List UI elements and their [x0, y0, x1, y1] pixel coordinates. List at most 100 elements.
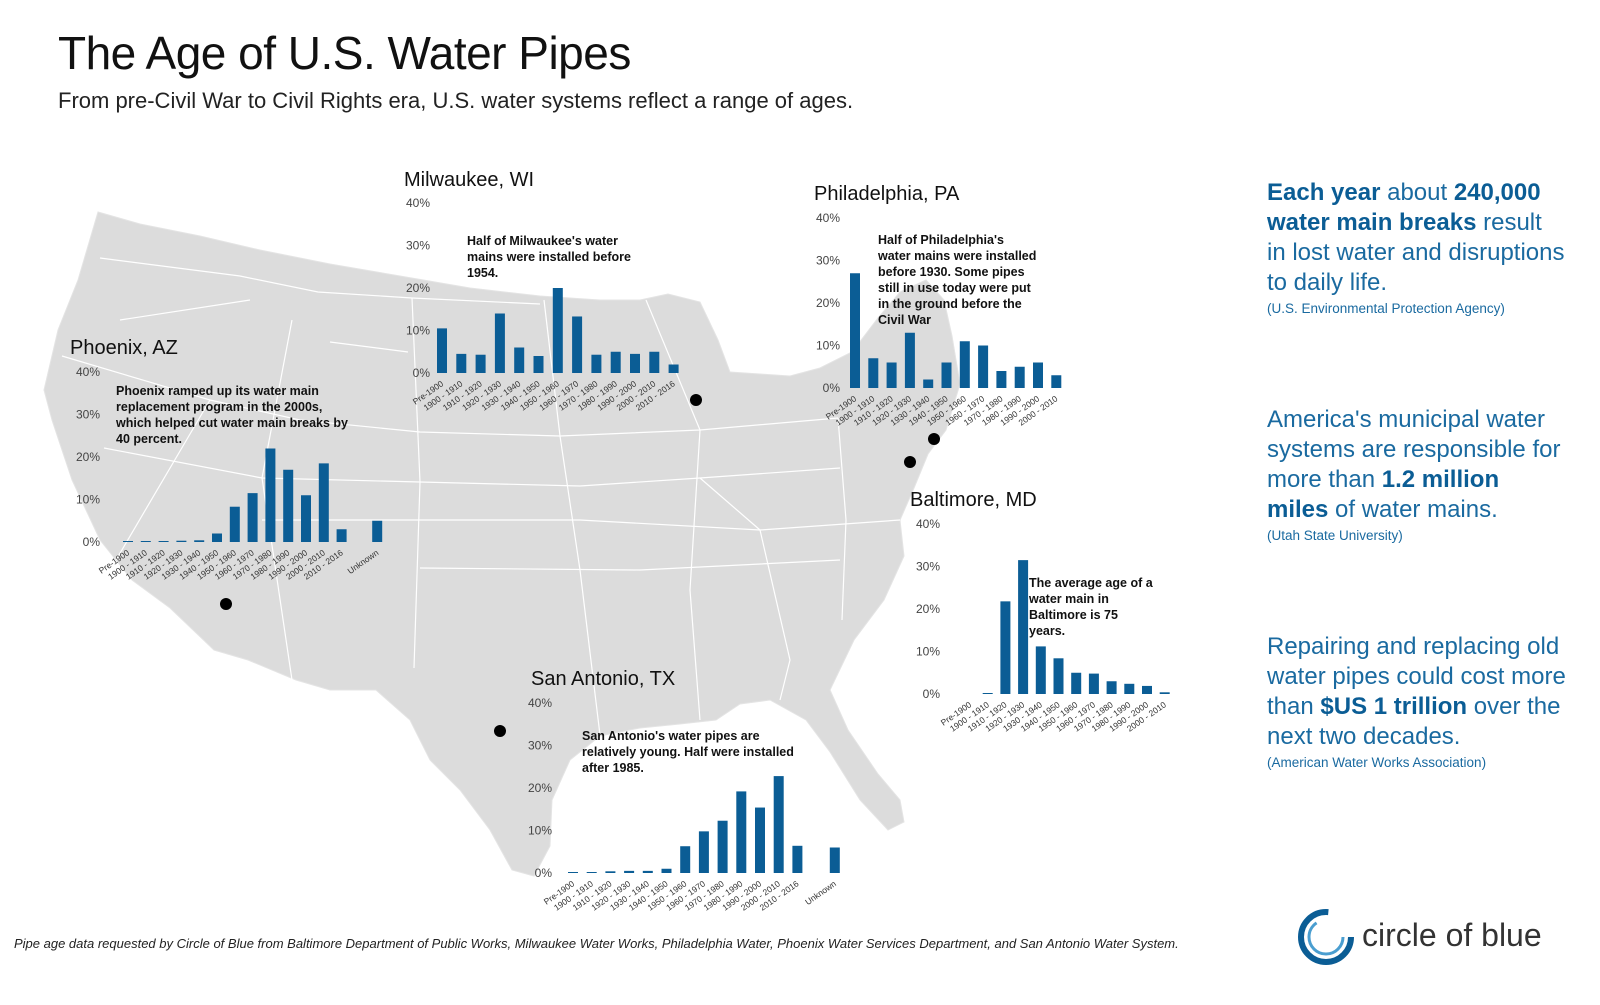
- phoenix-bar: [176, 540, 187, 542]
- baltimore-chart: Baltimore, MD0%10%20%30%40%Pre-19001900 …: [910, 489, 1170, 734]
- milwaukee-bar: [649, 351, 660, 373]
- phoenix-bar: [301, 495, 311, 542]
- philadelphia-bar: [1033, 362, 1043, 388]
- milwaukee-bar: [552, 288, 563, 373]
- stat-block-2: America's municipal water systems are re…: [1267, 405, 1567, 543]
- milwaukee-bar: [533, 356, 544, 373]
- milwaukee-y-tick: 10%: [406, 324, 430, 338]
- baltimore-bar: [1159, 692, 1170, 694]
- san-antonio-bar: [624, 870, 635, 873]
- phoenix-bar: [372, 520, 383, 542]
- baltimore-bar: [982, 693, 993, 694]
- phoenix-marker: [220, 598, 232, 610]
- stat-block-1: Each year about 240,000 water main break…: [1267, 178, 1567, 316]
- philadelphia-bar: [923, 379, 934, 388]
- us-map-shape: [43, 211, 961, 877]
- milwaukee-bar: [437, 328, 447, 373]
- philadelphia-bar: [886, 362, 897, 388]
- baltimore-y-tick: 30%: [916, 560, 940, 574]
- stat-source-2: (Utah State University): [1267, 528, 1403, 543]
- san-antonio-y-tick: 10%: [528, 824, 552, 838]
- san-antonio-chart: San Antonio, TX0%10%20%30%40%Pre-1900190…: [528, 668, 840, 913]
- phoenix-bar: [123, 541, 133, 542]
- milwaukee-bar: [610, 351, 621, 373]
- phoenix-y-tick: 10%: [76, 493, 100, 507]
- milwaukee-bar: [591, 354, 602, 373]
- san-antonio-bar: [605, 871, 616, 873]
- baltimore-bar: [1000, 601, 1011, 694]
- baltimore-annotation: The average age of a water main in Baltimo…: [1028, 576, 1154, 638]
- philadelphia-bar: [1014, 366, 1025, 388]
- san-antonio-bar: [829, 847, 840, 873]
- philadelphia-annotation: Half of Philadelphia's water mains were i…: [877, 233, 1036, 327]
- stat-text-2: America's municipal water systems are re…: [1267, 406, 1561, 523]
- baltimore-y-tick: 0%: [923, 687, 941, 701]
- philadelphia-bar: [959, 341, 970, 388]
- philadelphia-y-tick: 30%: [816, 254, 840, 268]
- san-antonio-y-tick: 20%: [528, 781, 552, 795]
- state-borders: [61, 257, 901, 736]
- philadelphia-bar: [941, 362, 952, 388]
- baltimore-bar: [1142, 685, 1152, 694]
- phoenix-bar: [158, 541, 169, 542]
- baltimore-bar: [1106, 681, 1117, 694]
- san-antonio-bar: [736, 791, 747, 873]
- philadelphia-y-tick: 20%: [816, 296, 840, 310]
- baltimore-bar: [1071, 672, 1082, 694]
- philadelphia-bar: [850, 273, 860, 388]
- milwaukee-bar: [572, 316, 583, 373]
- philadelphia-y-tick: 10%: [816, 339, 840, 353]
- phoenix-bar: [318, 463, 329, 542]
- milwaukee-bar: [494, 313, 505, 373]
- philadelphia-bar: [996, 371, 1007, 388]
- milwaukee-y-tick: 0%: [413, 366, 431, 380]
- philadelphia-bar: [868, 358, 879, 388]
- san-antonio-marker: [494, 725, 506, 737]
- baltimore-bar: [1053, 658, 1064, 694]
- phoenix-bar: [265, 448, 276, 542]
- san-antonio-y-tick: 30%: [528, 739, 552, 753]
- san-antonio-x-tick: Unknown: [803, 878, 838, 907]
- milwaukee-chart-title: Milwaukee, WI: [404, 169, 534, 191]
- baltimore-bar: [1018, 560, 1029, 694]
- san-antonio-bar: [680, 846, 691, 873]
- baltimore-bar: [1035, 646, 1046, 694]
- philadelphia-bar: [904, 332, 915, 388]
- san-antonio-bar: [792, 845, 803, 873]
- baltimore-y-tick: 20%: [916, 602, 940, 616]
- philadelphia-bar: [1051, 375, 1062, 388]
- san-antonio-y-tick: 0%: [535, 866, 553, 880]
- phoenix-bar: [212, 533, 222, 542]
- phoenix-bar: [140, 541, 151, 542]
- baltimore-bar: [1088, 673, 1099, 694]
- page-subtitle: From pre-Civil War to Civil Rights era, …: [58, 88, 854, 113]
- baltimore-y-tick: 40%: [916, 517, 940, 531]
- stat-text-1: Each year about 240,000 water main break…: [1267, 179, 1565, 296]
- milwaukee-y-tick: 40%: [406, 196, 430, 210]
- data-source-footnote: Pipe age data requested by Circle of Blu…: [14, 936, 1179, 951]
- milwaukee-y-tick: 30%: [406, 239, 430, 253]
- phoenix-bar: [247, 493, 258, 542]
- san-antonio-bar: [586, 872, 597, 873]
- milwaukee-bar: [456, 353, 467, 373]
- milwaukee-marker: [690, 394, 702, 406]
- stat-text-3: Repairing and replacing old water pipes …: [1267, 633, 1566, 750]
- san-antonio-bar: [773, 776, 784, 873]
- phoenix-chart-title: Phoenix, AZ: [70, 337, 178, 359]
- phoenix-bar: [336, 529, 347, 542]
- san-antonio-bar: [568, 872, 578, 873]
- phoenix-bar: [194, 540, 205, 542]
- san-antonio-y-tick: 40%: [528, 696, 552, 710]
- circle-logo-icon: [1298, 909, 1354, 965]
- baltimore-chart-title: Baltimore, MD: [910, 489, 1037, 511]
- san-antonio-bar: [642, 870, 653, 873]
- stat-block-3: Repairing and replacing old water pipes …: [1267, 632, 1567, 770]
- baltimore-y-tick: 10%: [916, 645, 940, 659]
- phoenix-y-tick: 0%: [83, 535, 101, 549]
- philadelphia-y-tick: 0%: [823, 381, 841, 395]
- san-antonio-chart-title: San Antonio, TX: [531, 668, 675, 690]
- philadelphia-bar: [978, 345, 989, 388]
